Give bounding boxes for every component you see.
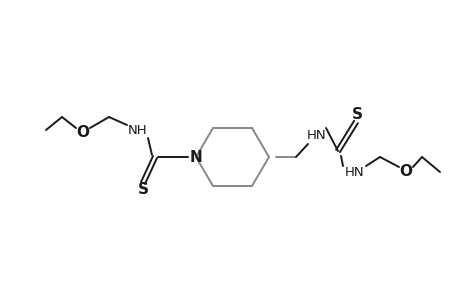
Text: O: O <box>76 124 90 140</box>
Text: N: N <box>189 149 202 164</box>
Text: HN: HN <box>344 166 364 178</box>
Text: O: O <box>398 164 412 179</box>
Text: HN: HN <box>307 128 326 142</box>
Text: NH: NH <box>128 124 147 136</box>
Text: S: S <box>351 106 362 122</box>
Text: S: S <box>137 182 148 197</box>
